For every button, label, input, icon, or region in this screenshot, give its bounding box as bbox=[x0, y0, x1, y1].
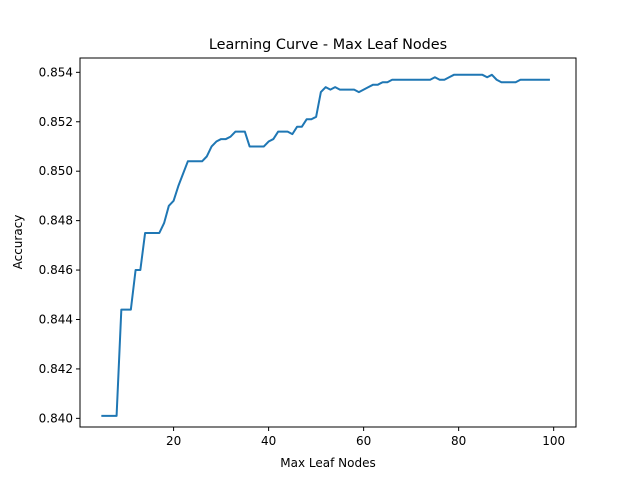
y-tick-label: 0.852 bbox=[39, 115, 73, 129]
x-tick-label: 60 bbox=[356, 434, 371, 448]
y-tick-label: 0.850 bbox=[39, 164, 73, 178]
y-tick-label: 0.840 bbox=[39, 411, 73, 425]
y-tick-label: 0.848 bbox=[39, 214, 73, 228]
x-tick-label: 80 bbox=[451, 434, 466, 448]
y-tick-label: 0.846 bbox=[39, 263, 73, 277]
y-tick-label: 0.854 bbox=[39, 65, 73, 79]
x-tick-label: 20 bbox=[166, 434, 181, 448]
x-axis-label: Max Leaf Nodes bbox=[280, 456, 375, 470]
y-tick-label: 0.842 bbox=[39, 362, 73, 376]
y-axis-label: Accuracy bbox=[11, 215, 25, 270]
plot-frame bbox=[79, 57, 577, 428]
chart-title: Learning Curve - Max Leaf Nodes bbox=[209, 37, 447, 53]
y-tick-label: 0.844 bbox=[39, 312, 73, 326]
ticks-group: 20 40 60 80 100 0.840 0.842 0.844 0.846 0.848 0.85… bbox=[39, 65, 565, 448]
x-tick-label: 100 bbox=[542, 434, 565, 448]
series-line bbox=[101, 73, 550, 417]
x-tick-label: 40 bbox=[261, 434, 276, 448]
